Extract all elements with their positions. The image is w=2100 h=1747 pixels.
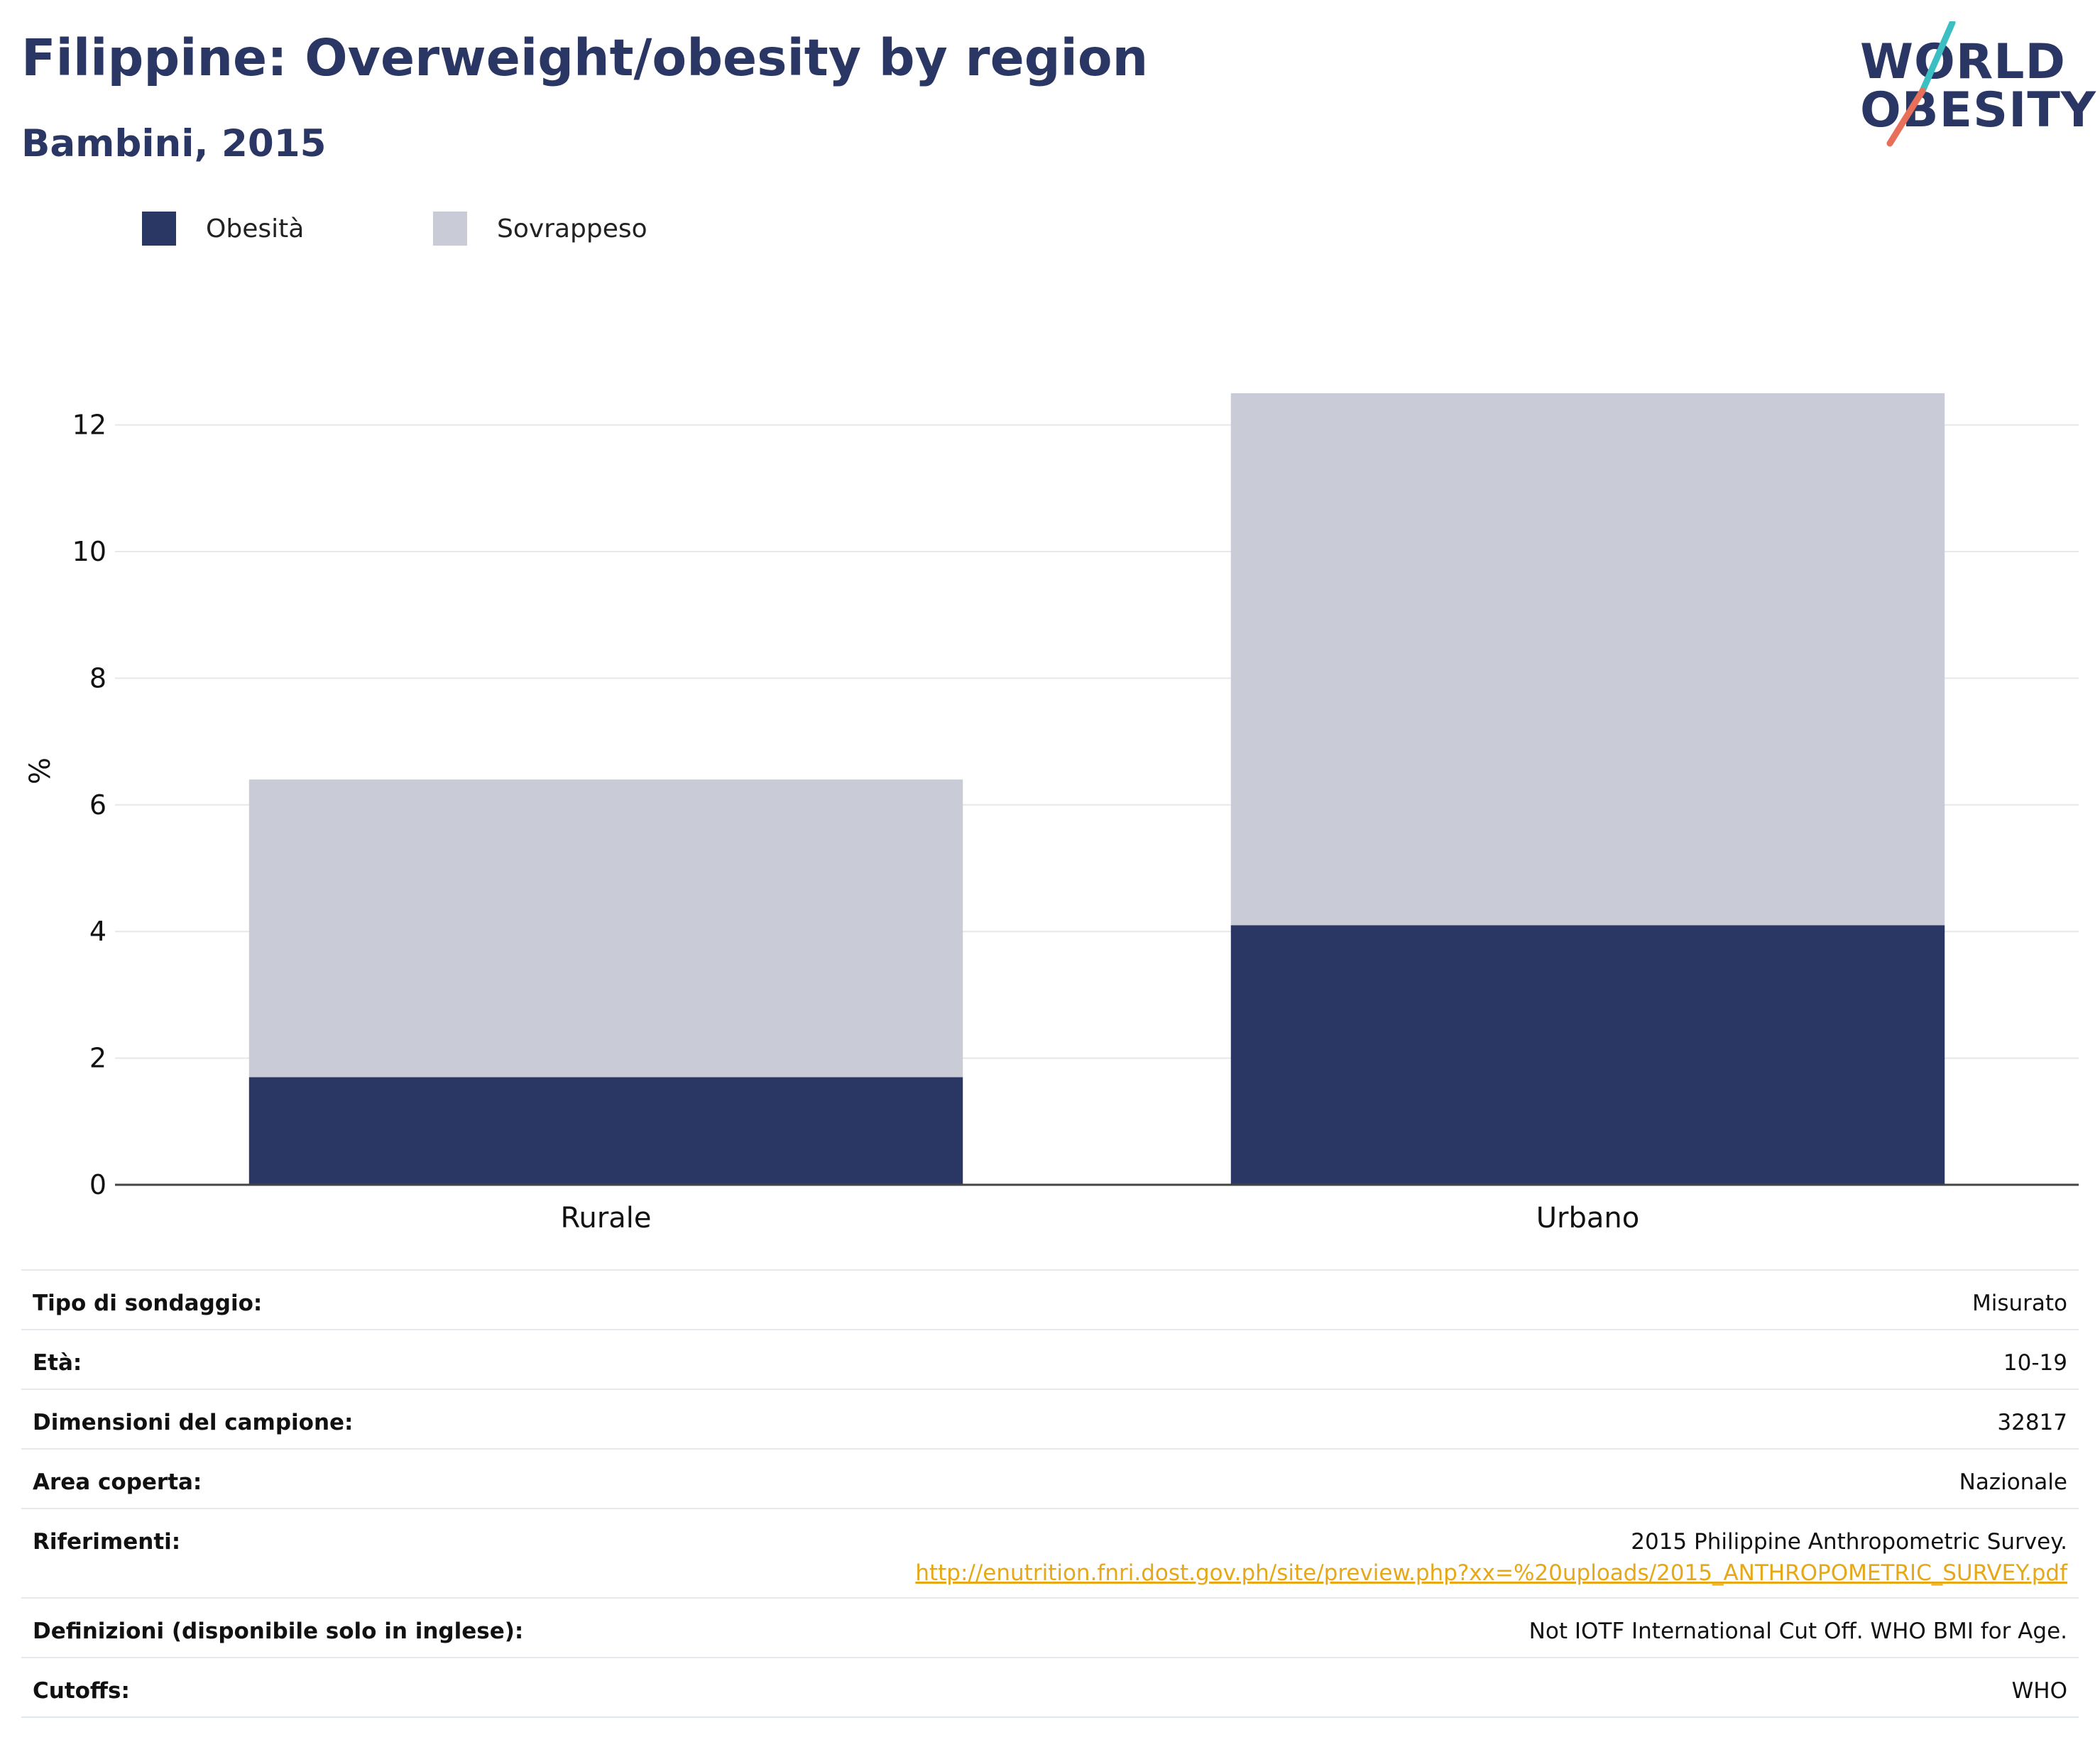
info-row: Età: 10-19 <box>21 1329 2079 1389</box>
info-row: Cutoffs: WHO <box>21 1657 2079 1718</box>
info-value-text: Not IOTF International Cut Off. WHO BMI … <box>1528 1619 2067 1644</box>
info-value-text: Nazionale <box>1959 1469 2067 1495</box>
reference-link[interactable]: http://enutrition.fnri.dost.gov.ph/site/… <box>915 1560 2067 1586</box>
y-tick-label: 6 <box>89 789 106 821</box>
y-tick-label: 0 <box>89 1169 106 1200</box>
bar-urbano-overweight <box>1230 393 1945 926</box>
y-tick-label: 8 <box>89 662 106 694</box>
legend-label-obesity: Obesità <box>206 214 305 243</box>
survey-info-table: Tipo di sondaggio: Misurato Età: 10-19 Dimen… <box>21 1269 2079 1718</box>
y-tick-label: 4 <box>89 916 106 947</box>
info-key: Dimensioni del campione: <box>33 1410 354 1435</box>
info-key: Età: <box>33 1350 82 1376</box>
legend-label-overweight: Sovrappeso <box>497 214 647 243</box>
bar-urbano-obesity <box>1230 925 1945 1185</box>
info-key: Riferimenti: <box>33 1529 181 1555</box>
info-row: Dimensioni del campione: 32817 <box>21 1389 2079 1448</box>
info-key: Area coperta: <box>33 1469 202 1495</box>
info-value: Not IOTF International Cut Off. WHO BMI … <box>1529 1599 2067 1644</box>
y-axis-label: % <box>24 757 57 784</box>
info-value: 10-19 <box>2003 1330 2067 1376</box>
chart-subtitle: Bambini, 2015 <box>21 122 327 165</box>
x-tick-label: Rurale <box>560 1202 651 1234</box>
info-value-text: 10-19 <box>2003 1350 2067 1376</box>
info-key: Tipo di sondaggio: <box>33 1291 263 1316</box>
info-row: Area coperta: Nazionale <box>21 1448 2079 1508</box>
info-value: Misurato <box>1972 1271 2067 1316</box>
info-value: 2015 Philippine Anthropometric Survey. ht… <box>915 1509 2067 1586</box>
x-tick-label: Urbano <box>1536 1202 1639 1234</box>
logo-line-1: WORLD <box>1860 34 2066 90</box>
info-value-text: 32817 <box>1997 1410 2067 1435</box>
world-obesity-logo: WORLD OBESITY <box>1846 21 2096 149</box>
info-row: Riferimenti: 2015 Philippine Anthropometr… <box>21 1508 2079 1597</box>
info-row: Tipo di sondaggio: Misurato <box>21 1269 2079 1329</box>
legend-swatch-obesity <box>142 212 176 246</box>
info-value: Nazionale <box>1959 1450 2067 1495</box>
chart-title: Filippine: Overweight/obesity by region <box>21 28 1149 87</box>
info-value: 32817 <box>1997 1390 2067 1435</box>
y-tick-label: 12 <box>72 410 106 441</box>
info-value-text: 2015 Philippine Anthropometric Survey. <box>1631 1529 2067 1555</box>
info-key: Cutoffs: <box>33 1678 130 1704</box>
bar-rurale-obesity <box>248 1077 963 1185</box>
stacked-bar-chart: 0 2 4 6 8 10 12% Rurale Urbano <box>24 393 2079 1234</box>
info-value: WHO <box>2012 1658 2067 1704</box>
info-value-text: Misurato <box>1972 1291 2067 1316</box>
legend-swatch-overweight <box>433 212 467 246</box>
info-value-text: WHO <box>2011 1678 2067 1704</box>
info-key: Definizioni (disponibile solo in inglese… <box>33 1619 524 1644</box>
y-tick-label: 2 <box>89 1043 106 1074</box>
logo-slash-icon <box>1886 21 1956 147</box>
y-tick-label: 10 <box>72 536 106 567</box>
info-row: Definizioni (disponibile solo in inglese… <box>21 1597 2079 1657</box>
bar-rurale-overweight <box>248 779 963 1078</box>
